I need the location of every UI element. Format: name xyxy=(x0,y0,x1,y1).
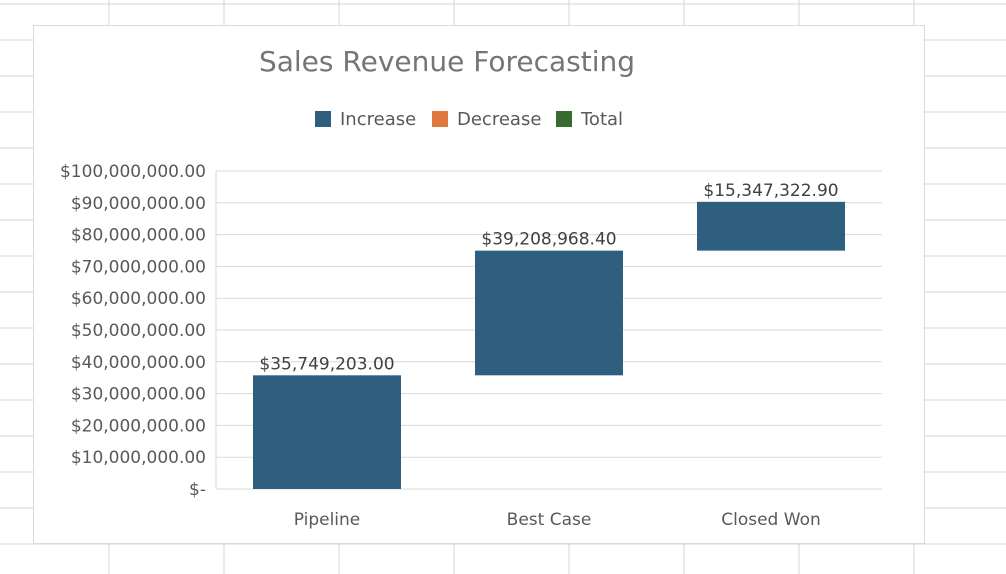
y-tick-label: $70,000,000.00 xyxy=(71,257,206,277)
data-label: $35,749,203.00 xyxy=(259,354,394,374)
legend-swatch-increase xyxy=(315,111,331,127)
data-label: $15,347,322.90 xyxy=(703,181,838,201)
y-tick-label: $- xyxy=(189,480,206,500)
legend-label-total: Total xyxy=(580,109,623,130)
chart-title: Sales Revenue Forecasting xyxy=(259,45,635,78)
y-tick-label: $60,000,000.00 xyxy=(71,289,206,309)
x-tick-label: Closed Won xyxy=(721,510,821,530)
y-axis: $- $10,000,000.00 $20,000,000.00 $30,000,00… xyxy=(60,162,206,500)
y-tick-label: $40,000,000.00 xyxy=(71,353,206,373)
y-tick-label: $80,000,000.00 xyxy=(71,226,206,246)
legend-swatch-total xyxy=(556,111,572,127)
legend-swatch-decrease xyxy=(432,111,448,127)
legend-label-decrease: Decrease xyxy=(457,109,541,130)
chart-svg: Sales Revenue Forecasting Increase Decrea… xyxy=(60,45,882,530)
y-tick-label: $90,000,000.00 xyxy=(71,194,206,214)
bar-pipeline xyxy=(253,375,401,489)
waterfall-chart[interactable]: Sales Revenue Forecasting Increase Decrea… xyxy=(33,25,925,544)
x-axis: Pipeline Best Case Closed Won xyxy=(294,510,821,530)
y-tick-label: $30,000,000.00 xyxy=(71,385,206,405)
bars: $35,749,203.00 $39,208,968.40 $15,347,322.… xyxy=(253,181,845,489)
bar-best-case xyxy=(475,250,623,376)
y-tick-label: $50,000,000.00 xyxy=(71,321,206,341)
legend-label-increase: Increase xyxy=(340,109,416,130)
y-tick-label: $20,000,000.00 xyxy=(71,416,206,436)
data-label: $39,208,968.40 xyxy=(481,230,616,250)
y-tick-label: $100,000,000.00 xyxy=(60,162,206,182)
x-tick-label: Pipeline xyxy=(294,510,361,530)
legend: Increase Decrease Total xyxy=(315,109,623,130)
y-tick-label: $10,000,000.00 xyxy=(71,448,206,468)
bar-closed-won xyxy=(697,201,845,251)
x-tick-label: Best Case xyxy=(507,510,592,530)
